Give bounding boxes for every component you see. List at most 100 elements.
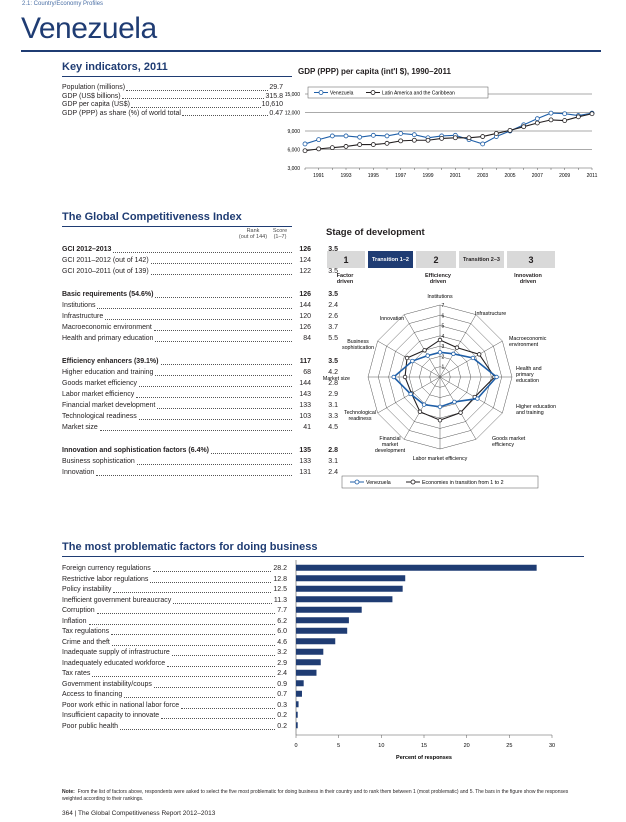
gci-rank: 126: [299, 291, 311, 298]
data-point: [575, 114, 581, 120]
gci-rank: 120: [299, 313, 311, 320]
gci-row-label: Technological readiness: [62, 413, 137, 420]
gci-row-label: Efficiency enhancers (39.1%): [62, 358, 159, 365]
indicator-label: GDP (PPP) as share (%) of world total: [62, 109, 181, 117]
legend-box: [341, 475, 539, 489]
data-point: [521, 124, 527, 130]
stage-title: Stage of development: [326, 227, 425, 238]
problem-value: 2.9: [277, 659, 287, 667]
bar: [296, 711, 298, 718]
rank-header-sub: (out of 144): [238, 234, 268, 240]
gci-row: Technological readiness 103 3.3: [62, 412, 338, 422]
gci-row: Labor market efficiency 143 2.9: [62, 390, 338, 400]
radar-point: [421, 402, 427, 407]
indicator-value: 29.7: [269, 84, 283, 91]
gci-rank: 68: [303, 369, 311, 376]
data-point: [316, 137, 322, 143]
radar-axis-label: Higher education and training: [516, 404, 556, 416]
gci-row-label: Institutions: [62, 302, 96, 309]
indicator-label: Population (millions): [62, 84, 126, 91]
gdp-chart-title: GDP (PPP) per capita (int'l $), 1990–201…: [298, 67, 451, 76]
problem-value: 0.9: [277, 680, 287, 688]
x-tick-label: 1997: [395, 173, 406, 179]
legend-box: [307, 86, 489, 99]
leader-dots: [151, 274, 292, 275]
problem-label: Tax rates: [62, 670, 91, 677]
x-tick-label: 2003: [477, 173, 488, 179]
bar: [296, 606, 362, 613]
data-point: [548, 110, 554, 116]
data-point: [439, 136, 445, 141]
legend-label: Economies in transition from 1 to 2: [422, 480, 504, 486]
data-point: [357, 134, 363, 140]
radar-point: [476, 352, 482, 357]
gci-rank: 84: [303, 335, 311, 342]
gci-score: 2.6: [328, 313, 338, 320]
title-rule: [21, 50, 601, 52]
data-point: [398, 138, 404, 144]
y-tick-label: 12,000: [285, 111, 301, 117]
legend-label: Venezuela: [366, 480, 391, 486]
leader-dots: [161, 364, 292, 365]
leader-dots: [157, 408, 292, 409]
leader-dots: [153, 571, 271, 572]
problem-label: Restrictive labor regulations: [62, 575, 149, 583]
gci-rank: 41: [303, 424, 311, 431]
note-text: From the list of factors above, responde…: [62, 789, 569, 802]
bar: [296, 564, 537, 571]
x-tick-label: 25: [506, 743, 512, 749]
radar-tick-label: 4: [442, 334, 445, 340]
radar-tick-label: 2: [442, 354, 445, 360]
legend-marker: [370, 90, 376, 95]
gci-score: 3.5: [328, 291, 338, 298]
radar-tick-label: 5: [442, 324, 445, 330]
x-tick-label: 2001: [450, 173, 461, 179]
radar-chart: 1 2 3 4 5 6 7 Institutions Infrastructure Macroec…: [323, 294, 556, 489]
data-point: [507, 127, 513, 133]
gci-rank: 131: [299, 469, 311, 476]
gci-row-label: GCI 2010–2011 (out of 139): [62, 268, 149, 275]
problem-row: Inadequate supply of infrastructure 3.2: [62, 648, 287, 658]
key-indicators-list: Population (millions) 29.7 GDP (US$ billio…: [62, 84, 283, 118]
leader-dots: [167, 665, 275, 667]
leader-dots: [150, 581, 271, 583]
leader-dots: [172, 655, 275, 656]
gci-row: Goods market efficiency 144 2.8: [62, 379, 338, 389]
gci-row-label: Goods market efficiency: [62, 380, 137, 387]
radar-point: [454, 345, 460, 350]
gci-row: Financial market development 133 3.1: [62, 401, 338, 411]
gci-rank: 122: [299, 268, 311, 275]
radar-point: [475, 396, 480, 401]
bar: [296, 596, 393, 603]
gci-row: Health and primary education 84 5.5: [62, 334, 338, 344]
problem-row: Inflation 6.2: [62, 617, 287, 627]
x-tick-label: 10: [378, 743, 384, 749]
bar: [296, 648, 324, 655]
problem-value: 28.2: [273, 565, 287, 572]
gci-rank: 126: [299, 246, 311, 253]
series-line: [304, 112, 593, 145]
gci-score: 3.1: [328, 458, 338, 465]
rank-header-label: Rank: [246, 228, 260, 234]
leader-dots: [130, 101, 261, 108]
gci-score: 2.8: [328, 447, 338, 454]
indicator-label: GDP (US$ billions): [62, 92, 121, 100]
data-point: [562, 118, 568, 123]
problem-row: Poor public health 0.2: [62, 722, 287, 732]
gci-row: Innovation and sophistication factors (6…: [62, 446, 338, 456]
leader-dots: [155, 297, 292, 298]
data-point: [493, 131, 499, 136]
leader-dots: [120, 728, 275, 730]
gci-rank: 103: [299, 413, 311, 420]
gci-row-label: Infrastructure: [62, 313, 104, 320]
radar-series: [404, 339, 496, 421]
leader-dots: [155, 341, 292, 342]
radar-point: [437, 404, 443, 410]
stage-box: Transition 1–2: [368, 251, 413, 268]
bar: [296, 669, 317, 676]
gci-row: Innovation 131 2.4: [62, 468, 338, 478]
problem-value: 2.4: [277, 670, 287, 677]
leader-dots: [139, 419, 292, 420]
y-tick-label: 3,000: [287, 166, 300, 172]
key-indicator-row: GDP per capita (US$) 10,610: [62, 101, 283, 110]
